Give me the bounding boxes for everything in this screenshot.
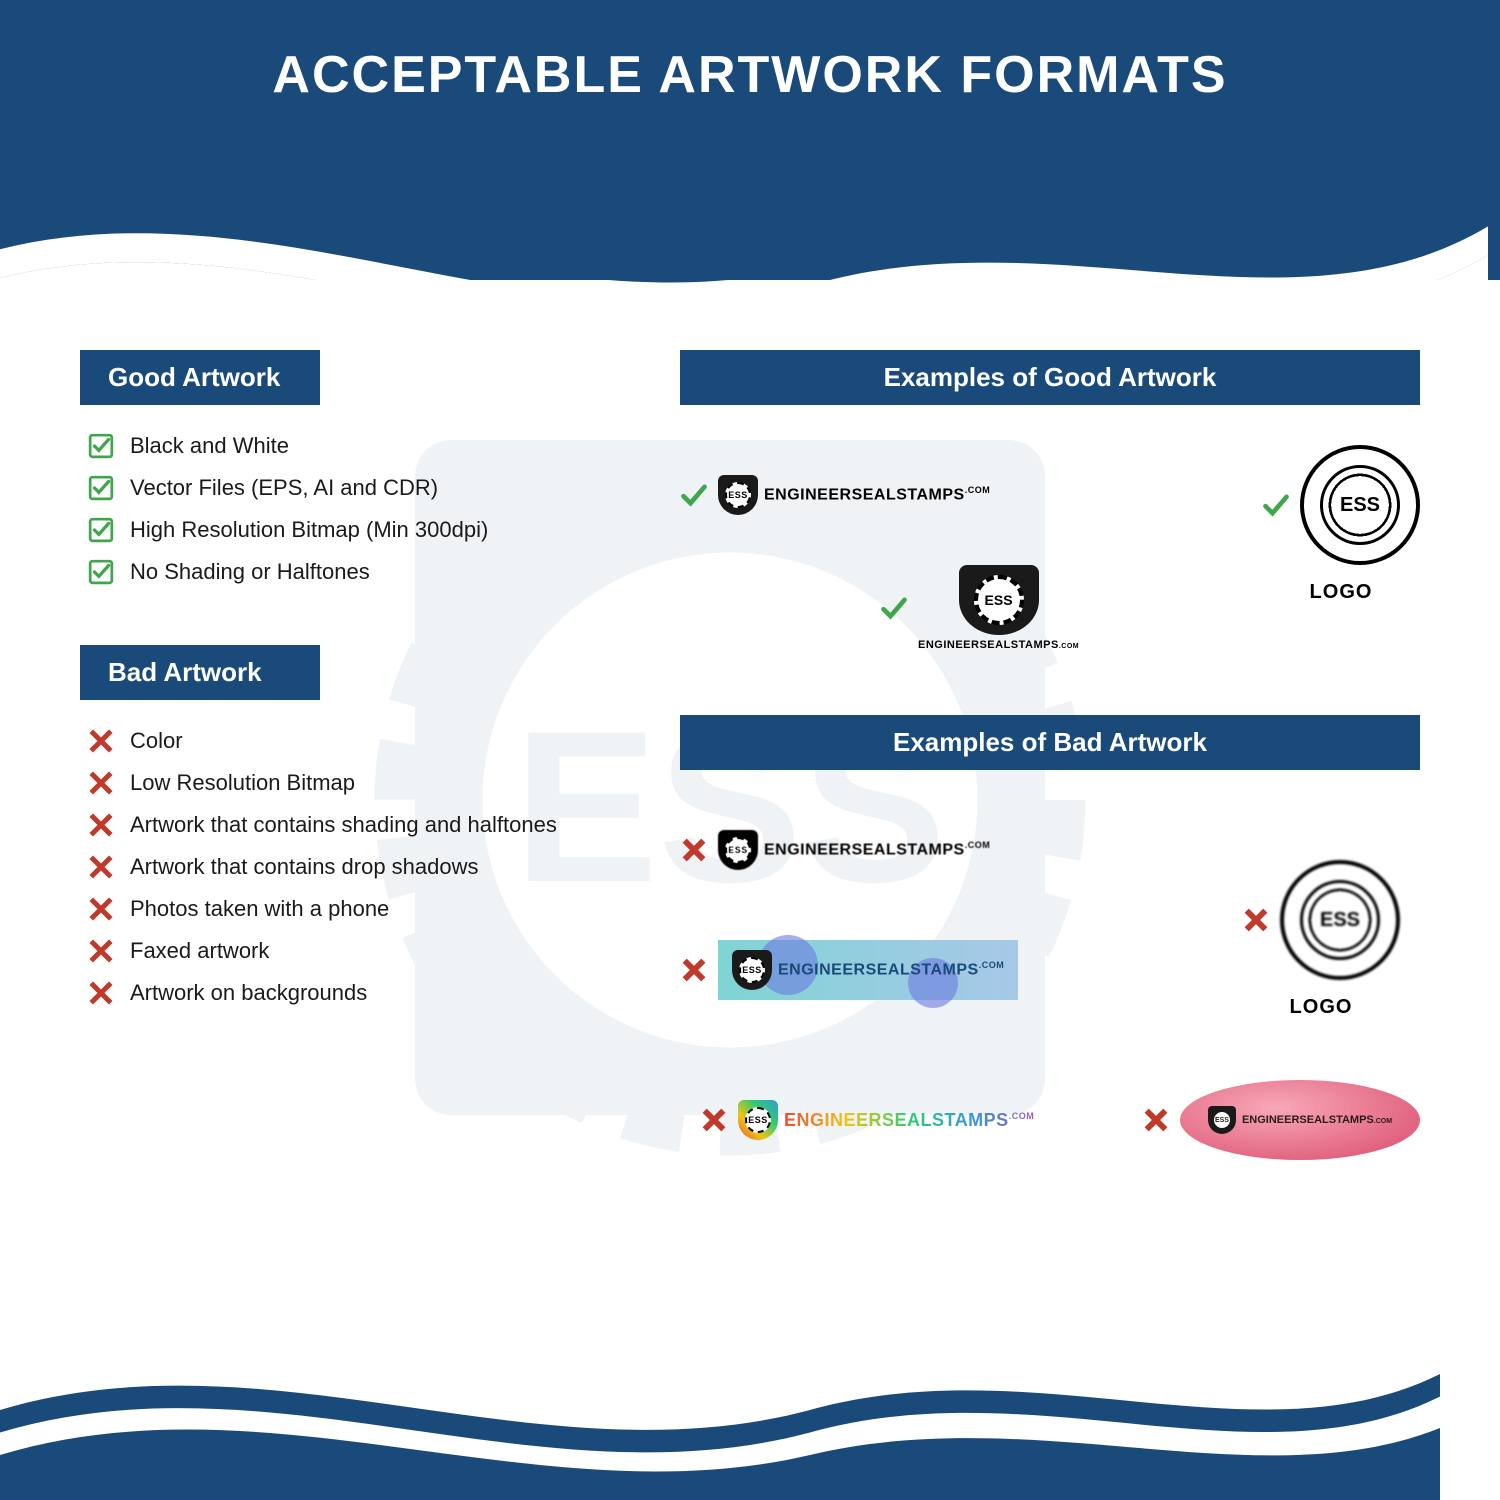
bad-item: Color [88, 728, 640, 754]
cross-icon [700, 1106, 728, 1134]
bad-item-text: Faxed artwork [130, 938, 269, 964]
good-example: ESS ENGINEERSEALSTAMPS.COM [680, 475, 990, 515]
cross-icon [88, 896, 114, 922]
content-area: Good Artwork Black and White Vector File… [80, 350, 1420, 1220]
footer-swoosh [0, 1320, 1440, 1500]
bad-examples-area: ESS ENGINEERSEALSTAMPS.COM ESS ENGINEERS… [680, 800, 1420, 1220]
cross-icon [88, 980, 114, 1006]
bad-item-text: Photos taken with a phone [130, 896, 389, 922]
good-list: Black and White Vector Files (EPS, AI an… [88, 433, 640, 585]
page-title: ACCEPTABLE ARTWORK FORMATS [0, 45, 1500, 105]
bad-example: ESS LOGO [1242, 860, 1400, 1019]
cross-icon [88, 854, 114, 880]
cross-icon [680, 836, 708, 864]
bad-item-text: Artwork that contains shading and halfto… [130, 812, 557, 838]
good-item: Vector Files (EPS, AI and CDR) [88, 475, 640, 501]
check-icon [680, 481, 708, 509]
header-swoosh [0, 130, 1488, 380]
cross-icon [1242, 906, 1270, 934]
bad-list: Color Low Resolution Bitmap Artwork that… [88, 728, 640, 1006]
bad-item-text: Low Resolution Bitmap [130, 770, 355, 796]
good-examples-header: Examples of Good Artwork [680, 350, 1420, 405]
check-icon [88, 475, 114, 501]
bad-example: ESS ENGINEERSEALSTAMPS.COM [680, 940, 1018, 1000]
ess-colorbg-logo: ESS ENGINEERSEALSTAMPS.COM [718, 940, 1018, 1000]
good-item-text: Vector Files (EPS, AI and CDR) [130, 475, 438, 501]
good-example: ESS ENGINEERSEALSTAMPS.COM [880, 565, 1079, 651]
bad-item-text: Artwork that contains drop shadows [130, 854, 479, 880]
good-artwork-header: Good Artwork [80, 350, 320, 405]
ess-rainbow-logo: ESS ENGINEERSEALSTAMPS.COM [738, 1100, 1034, 1140]
good-item: High Resolution Bitmap (Min 300dpi) [88, 517, 640, 543]
ess-inline-logo: ESS ENGINEERSEALSTAMPS.COM [718, 475, 990, 515]
circle-logo: ESS [1300, 445, 1420, 565]
ess-stacked-logo: ESS ENGINEERSEALSTAMPS.COM [918, 565, 1079, 651]
bad-item-text: Artwork on backgrounds [130, 980, 367, 1006]
good-item-text: No Shading or Halftones [130, 559, 370, 585]
check-icon [88, 433, 114, 459]
logo-label: LOGO [1290, 996, 1353, 1019]
circle-logo-blurry: ESS [1280, 860, 1400, 980]
bad-item: Artwork on backgrounds [88, 980, 640, 1006]
check-icon [88, 517, 114, 543]
bad-item: Artwork that contains shading and halfto… [88, 812, 640, 838]
check-icon [880, 594, 908, 622]
check-icon [88, 559, 114, 585]
left-column: Good Artwork Black and White Vector File… [80, 350, 640, 1220]
bad-example: ESS ENGINEERSEALSTAMPS.COM [1142, 1080, 1420, 1160]
logo-label: LOGO [1310, 581, 1373, 604]
cross-icon [1142, 1106, 1170, 1134]
bad-item: Faxed artwork [88, 938, 640, 964]
cross-icon [680, 956, 708, 984]
bad-item: Low Resolution Bitmap [88, 770, 640, 796]
bad-item-text: Color [130, 728, 183, 754]
good-item-text: High Resolution Bitmap (Min 300dpi) [130, 517, 488, 543]
check-icon [1262, 491, 1290, 519]
good-item: No Shading or Halftones [88, 559, 640, 585]
good-item: Black and White [88, 433, 640, 459]
bad-example: ESS ENGINEERSEALSTAMPS.COM [700, 1100, 1034, 1140]
cross-icon [88, 770, 114, 796]
right-column: Examples of Good Artwork ESS ENGINEERSEA… [680, 350, 1420, 1220]
cross-icon [88, 812, 114, 838]
good-item-text: Black and White [130, 433, 289, 459]
cross-icon [88, 938, 114, 964]
bad-artwork-header: Bad Artwork [80, 645, 320, 700]
bad-examples-header: Examples of Bad Artwork [680, 715, 1420, 770]
good-examples-area: ESS ENGINEERSEALSTAMPS.COM ESS ENGINEERS… [680, 435, 1420, 695]
bad-example: ESS ENGINEERSEALSTAMPS.COM [680, 830, 990, 870]
bad-item: Artwork that contains drop shadows [88, 854, 640, 880]
good-example: ESS LOGO [1262, 445, 1420, 604]
ess-blurry-logo: ESS ENGINEERSEALSTAMPS.COM [718, 830, 990, 870]
bad-item: Photos taken with a phone [88, 896, 640, 922]
cross-icon [88, 728, 114, 754]
ess-pink-oval-logo: ESS ENGINEERSEALSTAMPS.COM [1180, 1080, 1420, 1160]
